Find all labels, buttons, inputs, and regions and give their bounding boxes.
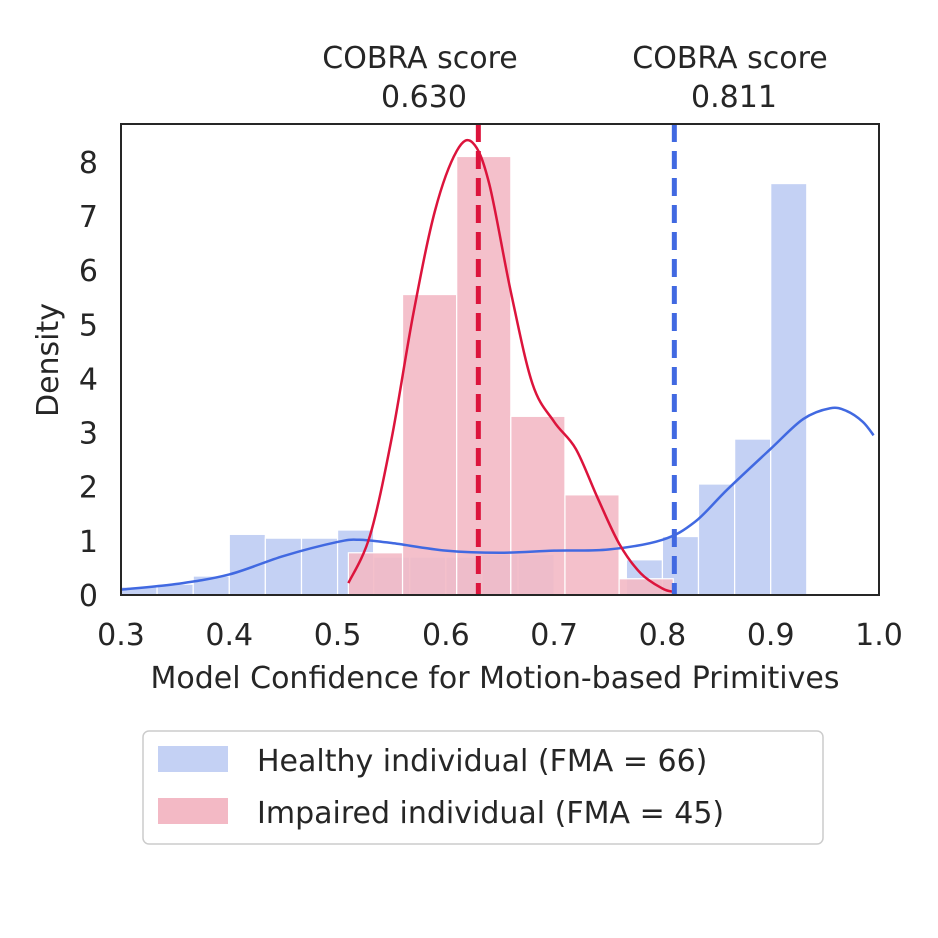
y-tick-label: 5	[79, 308, 98, 343]
cobra-healthy-value: 0.811	[691, 80, 777, 115]
legend-label-healthy: Healthy individual (FMA = 66)	[257, 744, 707, 779]
x-tick-label: 0.4	[205, 618, 253, 653]
y-axis-label: Density	[31, 303, 66, 417]
y-tick-label: 8	[79, 146, 98, 181]
impaired-hist-bar	[564, 494, 620, 596]
y-tick-label: 7	[79, 200, 98, 235]
cobra-lines	[475, 124, 677, 595]
x-tick-label: 1.0	[855, 618, 903, 653]
x-axis-label: Model Confidence for Motion-based Primit…	[151, 661, 840, 696]
impaired-hist-bar	[618, 578, 674, 596]
x-tick-label: 0.7	[530, 618, 578, 653]
y-tick-label: 4	[79, 362, 98, 397]
legend-label-impaired: Impaired individual (FMA = 45)	[257, 796, 724, 831]
x-tick-label: 0.6	[422, 618, 470, 653]
impaired-hist-bar	[456, 155, 512, 596]
healthy-hist-bar	[300, 537, 339, 596]
legend-swatch-impaired	[158, 798, 228, 824]
legend: Healthy individual (FMA = 66) Impaired i…	[142, 730, 824, 845]
healthy-kde-line	[120, 406, 875, 591]
x-tick-label: 0.3	[97, 618, 145, 653]
y-tick-label: 2	[79, 471, 98, 506]
impaired-hist-bar	[510, 415, 566, 596]
x-tick-label: 0.8	[639, 618, 687, 653]
tick-labels: 0.3 0.4 0.5 0.6 0.7 0.8 0.9 1.0 0 1 2 3 4 5 6 7 8	[79, 146, 903, 653]
impaired-kde-line	[347, 138, 674, 593]
legend-swatch-healthy	[158, 746, 228, 772]
healthy-hist-bar	[734, 438, 772, 596]
x-tick-label: 0.9	[747, 618, 795, 653]
impaired-hist-bar	[347, 552, 404, 596]
legend-box	[142, 730, 824, 845]
healthy-hist-bar	[770, 182, 808, 596]
impaired-histogram	[347, 155, 674, 596]
kde-layer	[120, 138, 875, 593]
cobra-impaired-label: COBRA score	[322, 41, 517, 76]
y-tick-label: 0	[79, 579, 98, 614]
y-tick-label: 3	[79, 417, 98, 452]
y-tick-label: 6	[79, 254, 98, 289]
x-tick-label: 0.5	[314, 618, 362, 653]
plot-frame	[120, 123, 880, 596]
healthy-hist-bar	[264, 537, 303, 596]
cobra-healthy-label: COBRA score	[632, 41, 827, 76]
cobra-impaired-value: 0.630	[381, 80, 467, 115]
y-tick-label: 1	[79, 525, 98, 560]
